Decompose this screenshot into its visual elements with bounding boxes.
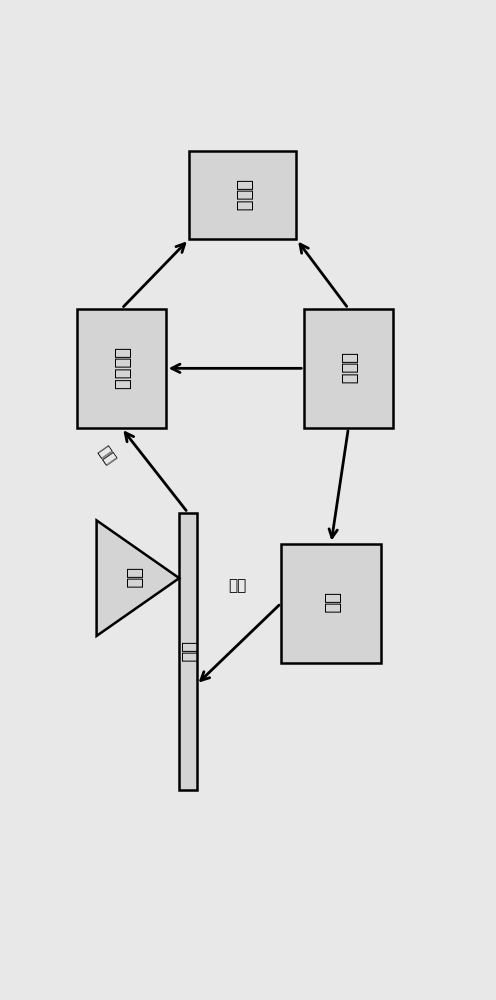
- Bar: [77, 309, 166, 428]
- Bar: [304, 309, 393, 428]
- Text: 样本: 样本: [124, 567, 142, 589]
- Text: 发射: 发射: [95, 443, 118, 467]
- Text: 激发: 激发: [228, 578, 246, 593]
- Bar: [281, 544, 381, 663]
- Text: 光源: 光源: [322, 592, 340, 614]
- Text: 伺服器: 伺服器: [234, 179, 251, 211]
- Bar: [189, 151, 297, 239]
- Text: 滤波: 滤波: [179, 641, 197, 662]
- Text: 控制器: 控制器: [339, 352, 358, 384]
- Polygon shape: [97, 520, 179, 636]
- Text: 光偵測器: 光偵測器: [113, 347, 130, 390]
- Bar: [179, 513, 196, 790]
